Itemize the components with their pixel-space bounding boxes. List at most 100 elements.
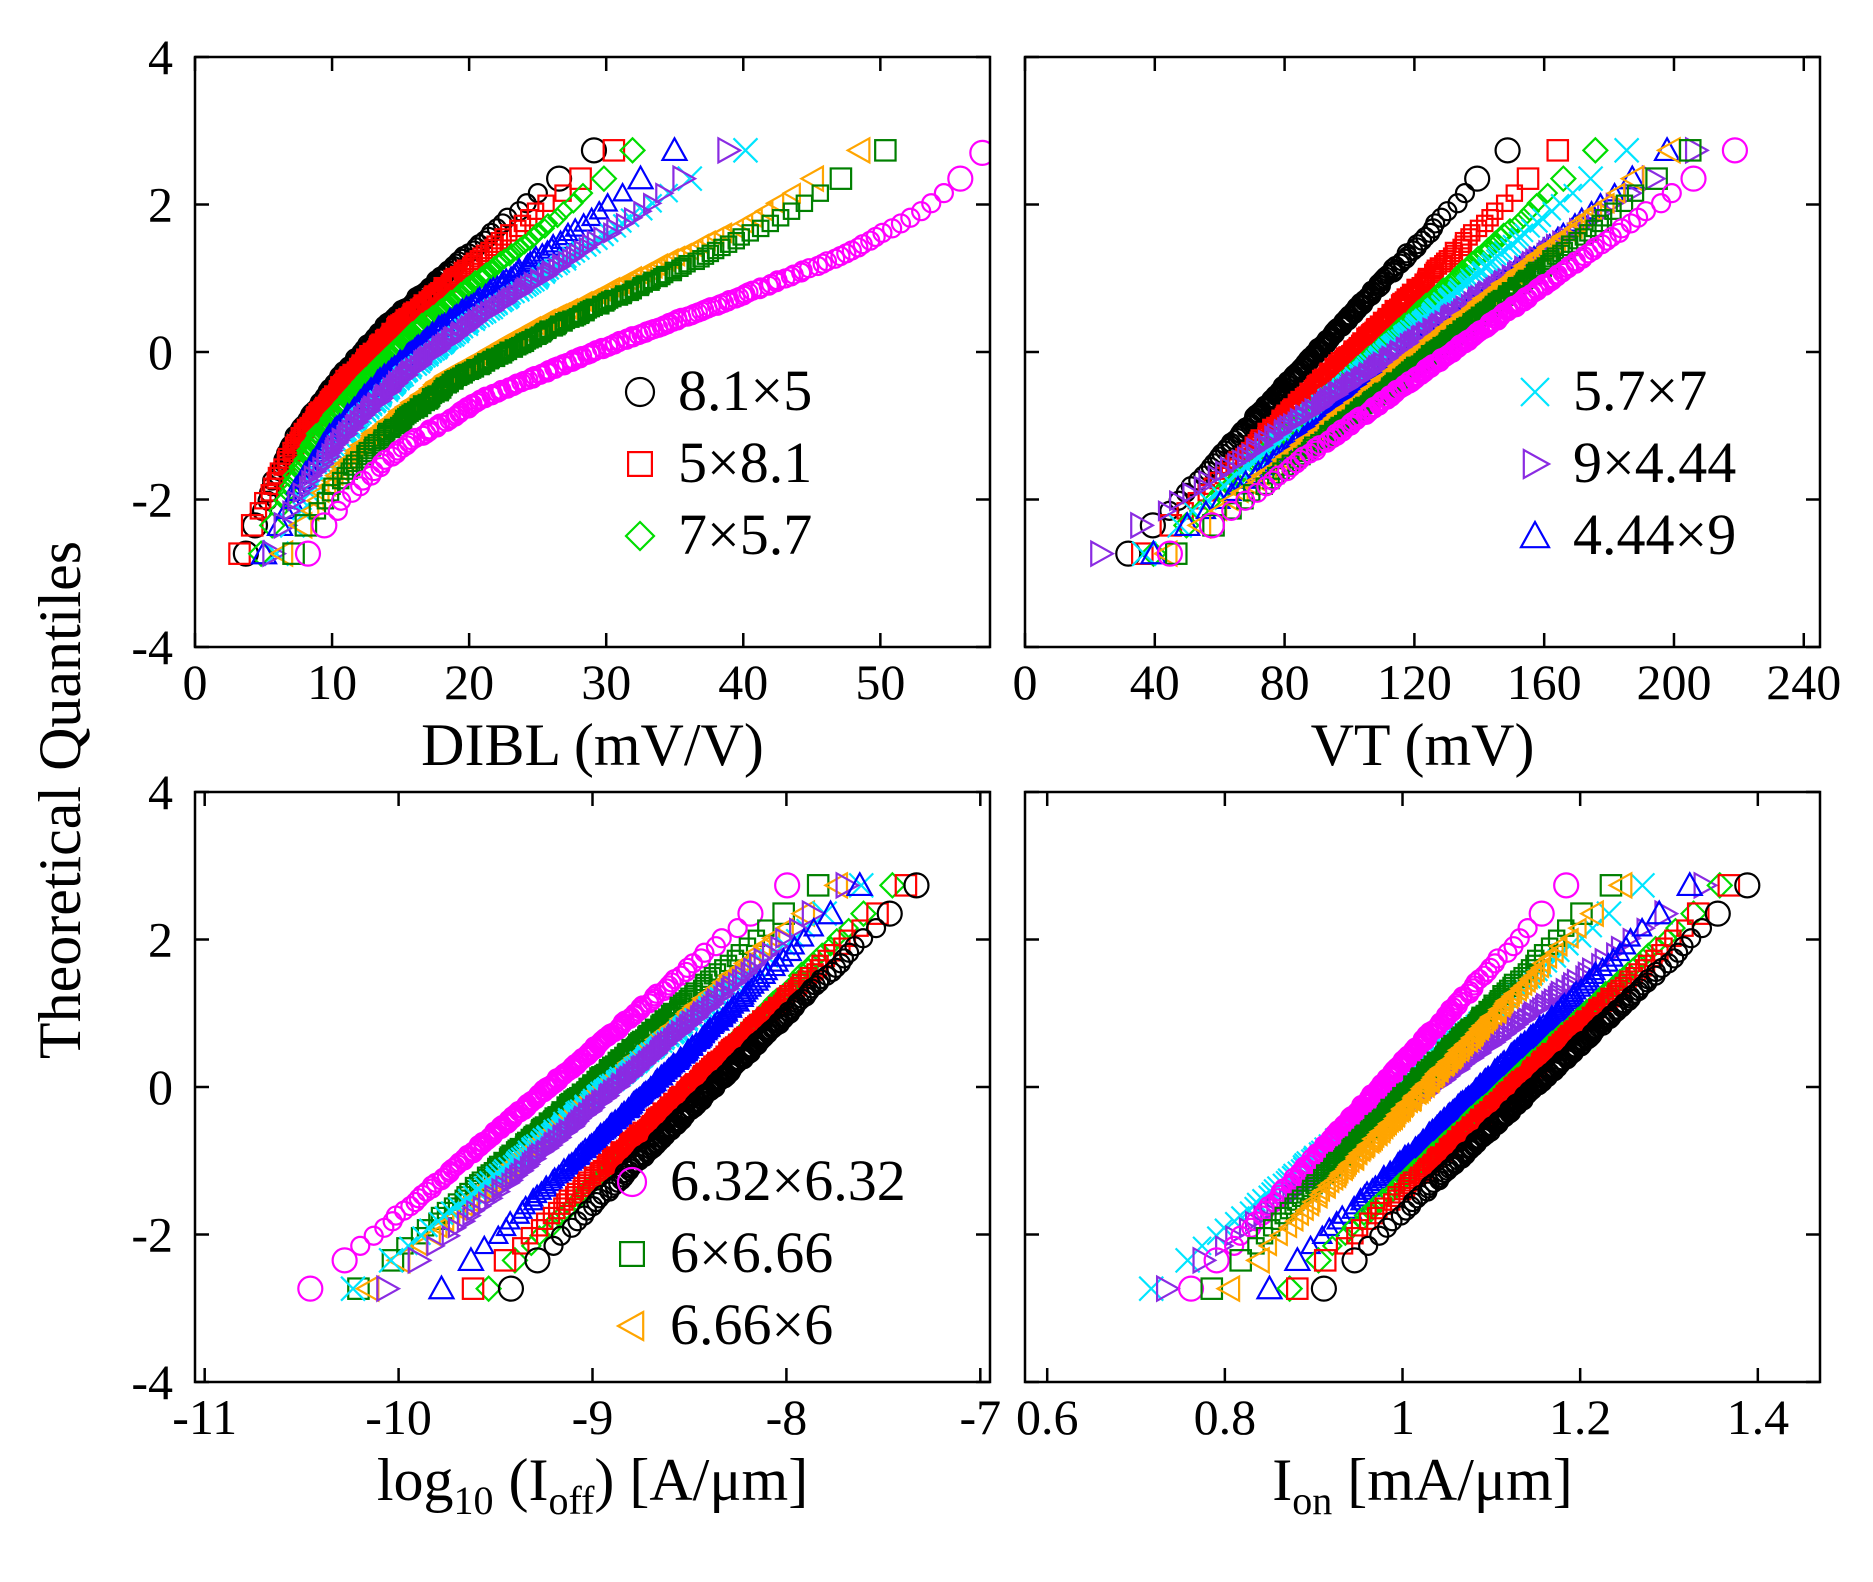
data-point [524, 1247, 551, 1274]
data-point [1549, 165, 1577, 193]
data-point [677, 957, 698, 978]
data-point [1494, 137, 1521, 164]
data-point [1517, 918, 1538, 939]
data-point [820, 935, 842, 957]
data-point [775, 927, 795, 950]
data-points [1138, 871, 1761, 1303]
data-point [282, 499, 302, 522]
data-point [660, 136, 689, 162]
data-point [1528, 900, 1555, 927]
data-point [526, 1183, 548, 1204]
data-point [580, 206, 603, 227]
data-point [802, 916, 825, 937]
data-point [1225, 1224, 1245, 1247]
x-tick-label: 30 [581, 654, 631, 710]
data-point [564, 217, 587, 237]
data-point [701, 244, 720, 263]
data-point [1446, 993, 1467, 1014]
data-point [1169, 489, 1189, 512]
data-point [1424, 263, 1442, 282]
data-point [874, 139, 897, 162]
data-point [1495, 194, 1514, 213]
data-points [297, 871, 930, 1303]
data-point [706, 241, 725, 260]
data-point [921, 193, 942, 214]
legend-label: 7×5.7 [678, 502, 812, 567]
data-point [1549, 982, 1570, 1005]
data-point [1431, 207, 1452, 228]
data-point [282, 542, 305, 565]
data-points [228, 136, 990, 568]
data-point [767, 952, 790, 972]
data-point [579, 301, 598, 319]
x-tick-label: 50 [855, 654, 905, 710]
data-point [606, 217, 626, 240]
y-tick-label: -4 [131, 619, 173, 675]
data-point [376, 1274, 402, 1303]
data-point [602, 139, 626, 162]
data-point [737, 900, 764, 927]
data-point [626, 164, 655, 190]
data-point [501, 1246, 529, 1274]
data-point [1090, 539, 1116, 568]
data-point [848, 872, 875, 899]
data-point [1563, 183, 1583, 203]
data-point [537, 212, 559, 234]
data-point [1537, 182, 1559, 204]
x-tick-label: -11 [172, 1389, 237, 1445]
data-point [600, 291, 619, 309]
data-point [1198, 512, 1225, 539]
legend-marker [624, 376, 656, 408]
data-point [536, 239, 559, 259]
data-point [633, 200, 653, 223]
data-point [894, 874, 918, 897]
x-tick-label: 40 [718, 654, 768, 710]
data-point [1610, 935, 1631, 958]
data-point [835, 871, 861, 900]
data-point [1591, 214, 1609, 233]
y-tick-label: -4 [131, 1354, 173, 1410]
data-point [878, 871, 906, 899]
y-tick-label: 0 [148, 324, 173, 380]
data-point [589, 1188, 610, 1209]
data-point [475, 261, 497, 284]
data-point [513, 214, 532, 233]
data-point [572, 212, 595, 232]
data-point [1606, 941, 1626, 964]
data-point [456, 1210, 477, 1233]
data-point [381, 1249, 405, 1272]
data-point [1519, 200, 1541, 222]
data-point [1645, 167, 1668, 190]
legend: 6.32×6.326×6.666.66×6 [615, 1148, 906, 1357]
data-point [845, 871, 874, 897]
x-tick-label: 0 [1013, 654, 1038, 710]
data-point [795, 194, 814, 213]
data-point [1182, 481, 1202, 504]
data-point [658, 975, 679, 996]
data-point [793, 927, 815, 947]
data-point [1155, 1274, 1181, 1303]
data-point [1370, 272, 1391, 293]
data-point [866, 902, 889, 925]
data-point [1208, 482, 1230, 504]
data-point [845, 136, 871, 165]
data-point [1611, 218, 1632, 239]
data-point [1516, 167, 1540, 190]
x-axis-label: VT (mV) [1311, 712, 1535, 778]
y-tick-label: 2 [148, 177, 173, 233]
data-point [1139, 512, 1166, 539]
data-point [537, 194, 555, 213]
data-point [789, 917, 809, 940]
data-point [643, 192, 663, 215]
data-point [493, 248, 516, 270]
data-point [287, 489, 307, 512]
legend: 5.7×79×4.444.44×9 [1519, 358, 1736, 567]
data-point [1661, 183, 1682, 204]
data-point [1177, 1275, 1205, 1302]
data-point [1678, 139, 1702, 162]
data-point [1693, 871, 1719, 900]
data-point [1654, 899, 1680, 928]
series-5 [262, 136, 743, 568]
x-tick-label: 120 [1377, 654, 1452, 710]
